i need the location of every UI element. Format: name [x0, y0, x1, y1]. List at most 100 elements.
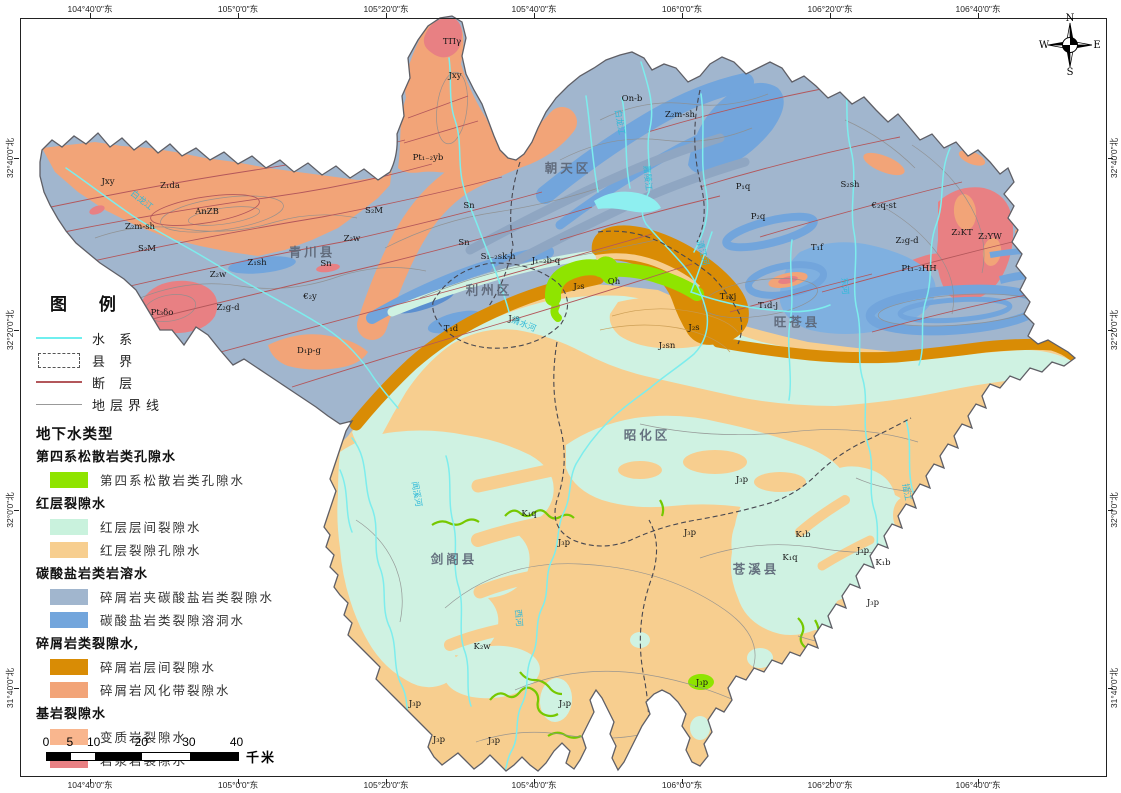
longitude-label: 104°40'0"东	[67, 4, 113, 14]
longitude-label: 105°20'0"东	[363, 780, 409, 790]
geologic-unit-label: D₁p-g	[297, 346, 321, 356]
geologic-unit-label: J₂s	[573, 282, 585, 292]
geologic-unit-label: J₃p	[487, 736, 501, 746]
legend-sample-river	[36, 337, 82, 339]
frame-tick	[682, 13, 683, 18]
legend-swatch-row: 第四系松散岩类孔隙水	[36, 468, 306, 491]
legend-swatch-row: 碎屑岩风化带裂隙水	[36, 678, 306, 701]
frame-tick	[978, 13, 979, 18]
legend-groups: 第四系松散岩类孔隙水 第四系松散岩类孔隙水 红层裂隙水 红层层间裂隙水 红层裂隙孔隙水碳…	[36, 447, 306, 771]
geologic-unit-label: J₃p	[856, 546, 870, 556]
geologic-unit-label: Z₁sh	[247, 258, 267, 268]
legend-item-fault: 断 层	[36, 371, 306, 393]
legend-color-swatch	[50, 658, 88, 675]
county-name-label: 利州区	[465, 282, 513, 298]
geologic-unit-label: Pt₃δo	[150, 308, 174, 318]
geologic-unit-label: J₁₋₂b-q	[531, 256, 561, 266]
region-boundary	[39, 15, 1077, 772]
river-name-label: 东河	[838, 277, 850, 295]
scale-tick-label: 20	[134, 735, 148, 749]
frame-tick	[386, 13, 387, 18]
longitude-label: 105°0'0"东	[217, 780, 259, 790]
geologic-unit-label: Z₂g-d	[895, 236, 919, 246]
scale-bar-segment	[189, 753, 238, 760]
county-name-label: 青川县	[288, 244, 336, 260]
longitude-label: 106°20'0"东	[807, 780, 853, 790]
legend-swatch-row: 红层层间裂隙水	[36, 515, 306, 538]
longitude-label: 105°0'0"东	[217, 4, 259, 14]
county-name-label: 旺苍县	[773, 314, 821, 330]
geologic-unit-label: €₂y	[303, 292, 317, 302]
geologic-unit-label: Z₂m-sh	[664, 110, 696, 120]
scale-tick-label: 30	[182, 735, 196, 749]
legend-item-county: 县 界	[36, 349, 306, 371]
legend-color-swatch	[50, 518, 88, 535]
scale-bar: 0 5 10 20 30 40 千米	[43, 735, 326, 769]
geologic-unit-label: Jxy	[448, 71, 462, 81]
geologic-unit-label: S₂M	[138, 244, 156, 254]
legend-color-swatch	[50, 681, 88, 698]
geologic-unit-label: K₁b	[875, 558, 891, 568]
compass-east-label: E	[1093, 40, 1100, 51]
geologic-unit-label: T₁xj	[719, 292, 737, 302]
scale-bar-unit: 千米	[246, 751, 277, 766]
longitude-label: 106°40'0"东	[955, 4, 1001, 14]
legend-color-swatch	[50, 471, 88, 488]
frame-tick	[90, 779, 91, 784]
geologic-unit-label: Z₂KT	[951, 228, 973, 238]
geologic-unit-label: J₃p	[558, 699, 572, 709]
scale-bar-segment	[94, 753, 143, 760]
geologic-unit-label: K₁q	[782, 553, 798, 563]
geologic-unit-label: P₁q	[735, 182, 751, 192]
legend-sample-county	[36, 352, 82, 368]
longitude-label: 106°40'0"东	[955, 780, 1001, 790]
geologic-unit-label: K₁q	[521, 509, 537, 519]
geologic-unit-label: J₃p	[866, 598, 880, 608]
geologic-unit-label: J₃p	[683, 528, 697, 538]
geologic-unit-label: Z₂w	[343, 234, 361, 244]
geologic-unit-label: Z₂YW	[978, 232, 1002, 242]
geologic-unit-label: K₁b	[795, 530, 811, 540]
county-name-label: 昭化区	[623, 427, 671, 443]
geologic-unit-label: On-b	[621, 94, 643, 104]
legend-group-heading: 红层裂隙水	[36, 497, 107, 512]
legend-swatch-row: 碎屑岩夹碳酸盐岩类裂隙水	[36, 585, 306, 608]
longitude-label: 106°20'0"东	[807, 4, 853, 14]
geologic-unit-label: S₂M	[365, 206, 383, 216]
geologic-unit-label: S₂sh	[840, 180, 860, 190]
map-frame	[20, 18, 1107, 777]
legend-swatch-label: 红层层间裂隙水	[100, 520, 202, 535]
groundwater-type-title: 地下水类型	[36, 426, 114, 443]
geologic-unit-label: Z₂m-sh	[124, 222, 156, 232]
county-name-label: 剑阁县	[430, 551, 478, 567]
legend-swatch-label: 变质岩裂隙水	[100, 730, 188, 745]
frame-tick	[1108, 158, 1113, 159]
geologic-unit-label: J₂sn	[658, 341, 676, 351]
scale-tick-label: 40	[229, 735, 244, 749]
geologic-unit-label: Z₂g-d	[216, 303, 240, 313]
frame-tick	[534, 13, 535, 18]
frame-tick	[830, 779, 831, 784]
frame-tick	[534, 779, 535, 784]
frame-tick	[14, 510, 19, 511]
geologic-unit-label: J₃p	[735, 475, 749, 485]
legend-group-heading: 碎屑岩类裂隙水,	[36, 637, 140, 652]
frame-tick	[386, 779, 387, 784]
frame-tick	[14, 688, 19, 689]
frame-tick	[1108, 688, 1113, 689]
legend-swatch-label: 碎屑岩层间裂隙水	[100, 660, 217, 675]
geologic-unit-label: €₂q-st	[871, 201, 897, 211]
compass-west-label: W	[1039, 40, 1050, 51]
geologic-unit-label: Z₂w	[209, 270, 227, 280]
geologic-unit-label: T₁d-j	[757, 301, 779, 311]
geologic-unit-label: Sn	[463, 201, 475, 211]
longitude-label: 105°40'0"东	[511, 4, 557, 14]
geologic-unit-label: Pt₁₋₂HH	[901, 264, 937, 274]
legend-group-heading: 第四系松散岩类孔隙水	[36, 450, 177, 465]
county-name-label: 朝天区	[544, 160, 592, 176]
geologic-unit-label: Pt₁₋₂yb	[412, 153, 444, 163]
legend-color-swatch	[50, 541, 88, 558]
legend: 图 例 水 系县 界断 层地层界线 地下水类型 第四系松散岩类孔隙水 第四系松散岩…	[36, 290, 306, 771]
